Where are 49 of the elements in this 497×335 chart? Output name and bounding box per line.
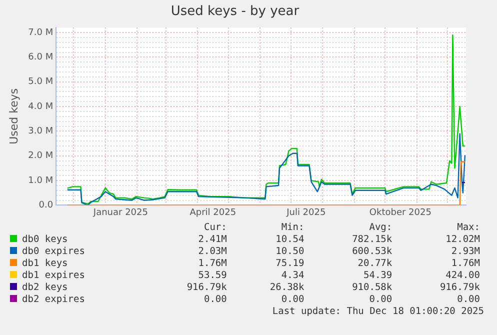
text: Max: <box>456 222 481 234</box>
text: 600.53k <box>351 246 394 258</box>
text: 916.79k <box>186 282 228 294</box>
text: 2.93M <box>450 246 481 258</box>
text: 53.59 <box>197 270 228 282</box>
text: Avg: <box>368 222 394 234</box>
y-tick-label: 3.0 M <box>28 126 54 137</box>
text: 0.00 <box>368 294 394 306</box>
text: 916.79k <box>438 282 481 294</box>
text: 26.38k <box>268 282 306 294</box>
text: Last update: Thu Dec 18 01:00:20 2025 <box>271 306 485 318</box>
legend-label: db1 keys <box>21 258 69 270</box>
text: 0.00 <box>280 294 306 306</box>
text: 75.19 <box>274 258 306 270</box>
legend-label: db1 expires <box>21 270 86 282</box>
y-tick-label: 4.0 M <box>28 102 54 112</box>
text: 0.00 <box>202 294 228 306</box>
text: 10.54 <box>274 234 306 246</box>
text: 10.50 <box>274 246 306 258</box>
text: 0.00 <box>456 294 481 306</box>
x-tick-label: April 2025 <box>190 208 236 218</box>
x-tick-label: Januar 2025 <box>92 208 148 218</box>
chart-title: Used keys - by year <box>170 4 300 20</box>
text: 910.58k <box>351 282 394 294</box>
text: 4.34 <box>280 270 306 282</box>
y-tick-label: 6.0 M <box>28 52 54 63</box>
text: 782.15k <box>351 234 394 246</box>
x-tick-label: Oktober 2025 <box>369 208 432 218</box>
text: Min: <box>280 222 306 234</box>
text: 54.39 <box>362 270 394 282</box>
text: Cur: <box>202 222 228 234</box>
y-axis-title: Used keys <box>7 88 20 144</box>
legend-label: db2 keys <box>21 282 69 294</box>
y-tick-label: 0.0 <box>38 200 54 211</box>
legend-label: db2 expires <box>21 294 86 306</box>
text: 2.41M <box>197 234 228 246</box>
legend-label: db0 keys <box>21 234 69 246</box>
text: 20.77k <box>356 258 394 270</box>
text: 12.02M <box>444 234 481 246</box>
legend-label: db0 expires <box>21 246 86 258</box>
text: 1.76M <box>450 258 481 270</box>
text: 424.00 <box>444 270 481 282</box>
y-tick-label: 5.0 M <box>28 77 54 88</box>
y-tick-label: 1.0 M <box>28 176 54 186</box>
text: 2.03M <box>197 246 228 258</box>
y-tick-label: 2.0 M <box>28 151 54 162</box>
text: 1.76M <box>197 258 228 270</box>
x-tick-label: Juli 2025 <box>286 208 326 218</box>
y-tick-label: 7.0 M <box>28 28 54 38</box>
